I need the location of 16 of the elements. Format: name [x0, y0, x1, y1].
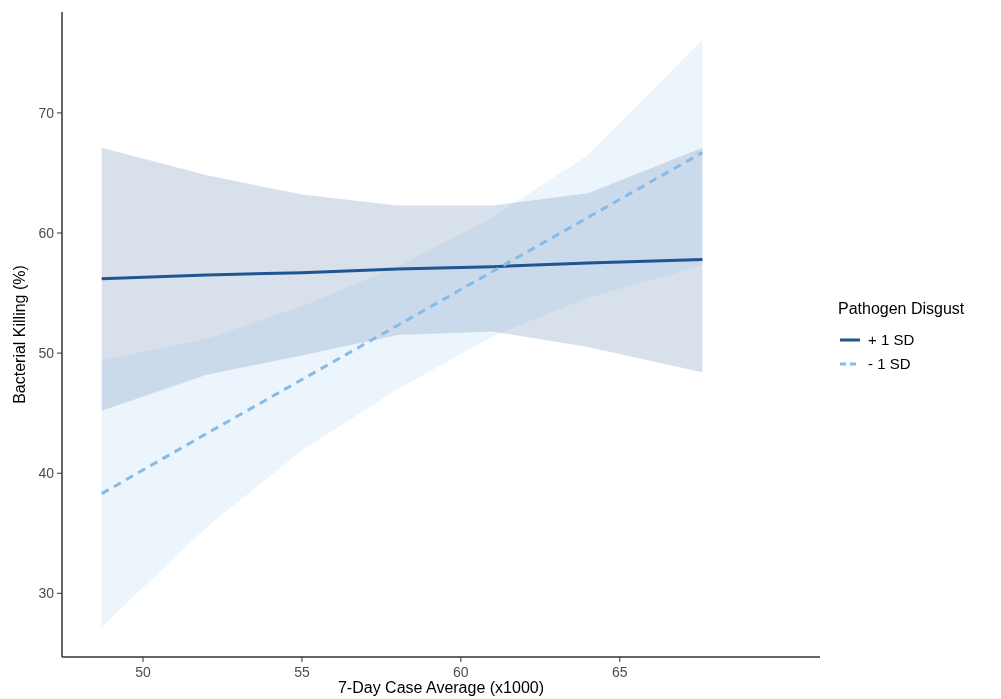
legend-label: - 1 SD	[868, 355, 911, 372]
x-tick-label: 60	[453, 664, 469, 680]
x-tick-label: 65	[611, 664, 628, 680]
y-tick-label: 60	[38, 225, 55, 242]
y-tick-label: 30	[38, 585, 55, 602]
legend-label: + 1 SD	[868, 331, 915, 348]
legend-title: Pathogen Disgust	[838, 300, 965, 317]
y-tick-label: 40	[38, 465, 55, 482]
x-tick-label: 55	[294, 664, 310, 680]
line-series	[100, 257, 704, 281]
y-tick-label: 70	[38, 104, 55, 121]
y-tick-label: 50	[38, 345, 55, 362]
line-series	[100, 151, 704, 496]
x-tick-label: 50	[135, 664, 152, 680]
y-axis-title: Bacterial Killing (%)	[11, 265, 28, 404]
x-axis-title: 7-Day Case Average (x1000)	[337, 679, 545, 696]
